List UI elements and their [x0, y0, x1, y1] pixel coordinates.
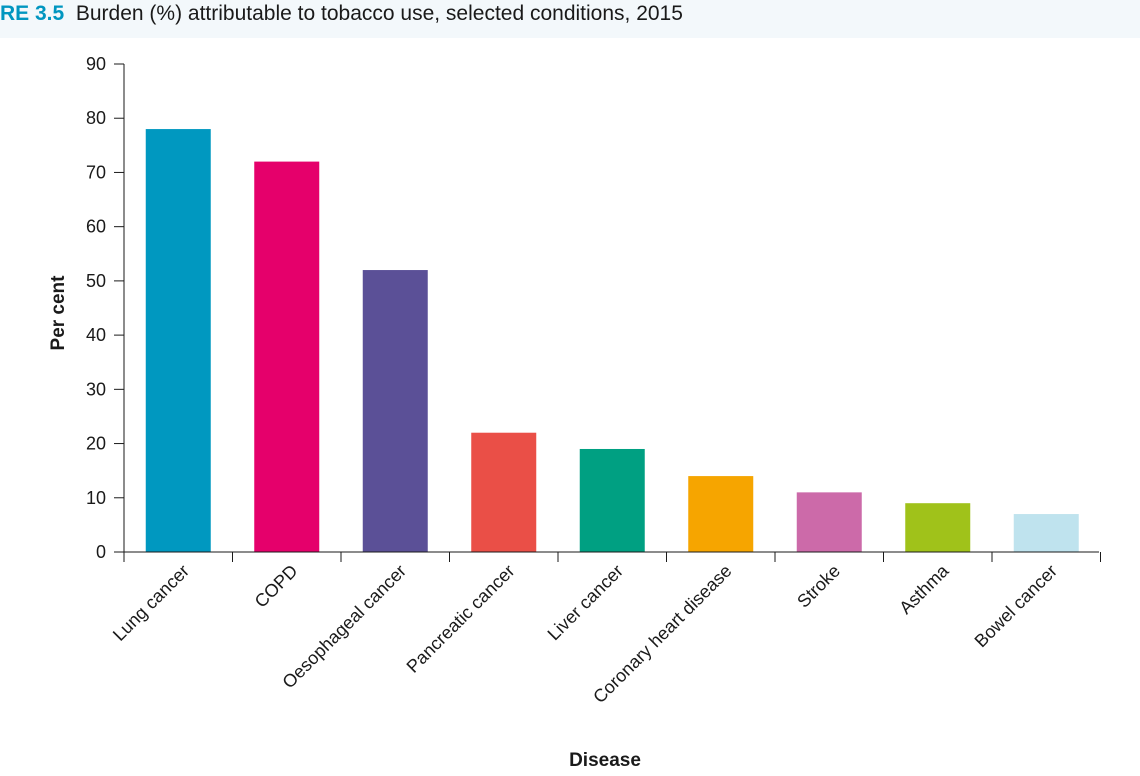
bar: [688, 476, 754, 552]
bar: [1013, 514, 1079, 552]
figure-header: RE 3.5 Burden (%) attributable to tobacc…: [0, 0, 1140, 38]
y-tick-label: 40: [86, 325, 106, 345]
bar: [796, 492, 862, 552]
y-tick-label: 70: [86, 162, 106, 182]
y-tick-label: 80: [86, 108, 106, 128]
bar: [362, 270, 428, 552]
y-tick-label: 30: [86, 379, 106, 399]
figure-title-text: Burden (%) attributable to tobacco use, …: [75, 2, 683, 25]
x-tick-label: Liver cancer: [544, 561, 627, 644]
x-tick-label: Bowel cancer: [971, 561, 1062, 652]
x-tick-label: Lung cancer: [109, 561, 193, 645]
y-tick-label: 10: [86, 488, 106, 508]
x-tick-label: COPD: [251, 561, 302, 612]
x-tick-label: Pancreatic cancer: [403, 561, 519, 677]
x-tick-label: Asthma: [895, 560, 953, 618]
bars: [145, 129, 1079, 553]
x-tick-label: Stroke: [793, 561, 844, 612]
bar: [905, 503, 971, 552]
figure-label: RE 3.5: [0, 2, 65, 25]
y-axis: 0 10 20 30 40 50 60 70 80 90: [86, 54, 125, 562]
bar: [471, 432, 537, 552]
bar: [145, 129, 211, 553]
y-tick-label: 60: [86, 217, 106, 237]
figure-title: RE 3.5 Burden (%) attributable to tobacc…: [0, 0, 683, 28]
x-tick-label: Oesophageal cancer: [278, 561, 410, 693]
x-axis-title: Disease: [569, 750, 641, 771]
bar: [579, 448, 645, 552]
y-axis-title: Per cent: [48, 275, 69, 351]
bar: [254, 161, 320, 552]
y-tick-label: 90: [86, 54, 106, 74]
y-tick-label: 50: [86, 271, 106, 291]
y-tick-label: 0: [96, 542, 106, 562]
y-tick-label: 20: [86, 434, 106, 454]
